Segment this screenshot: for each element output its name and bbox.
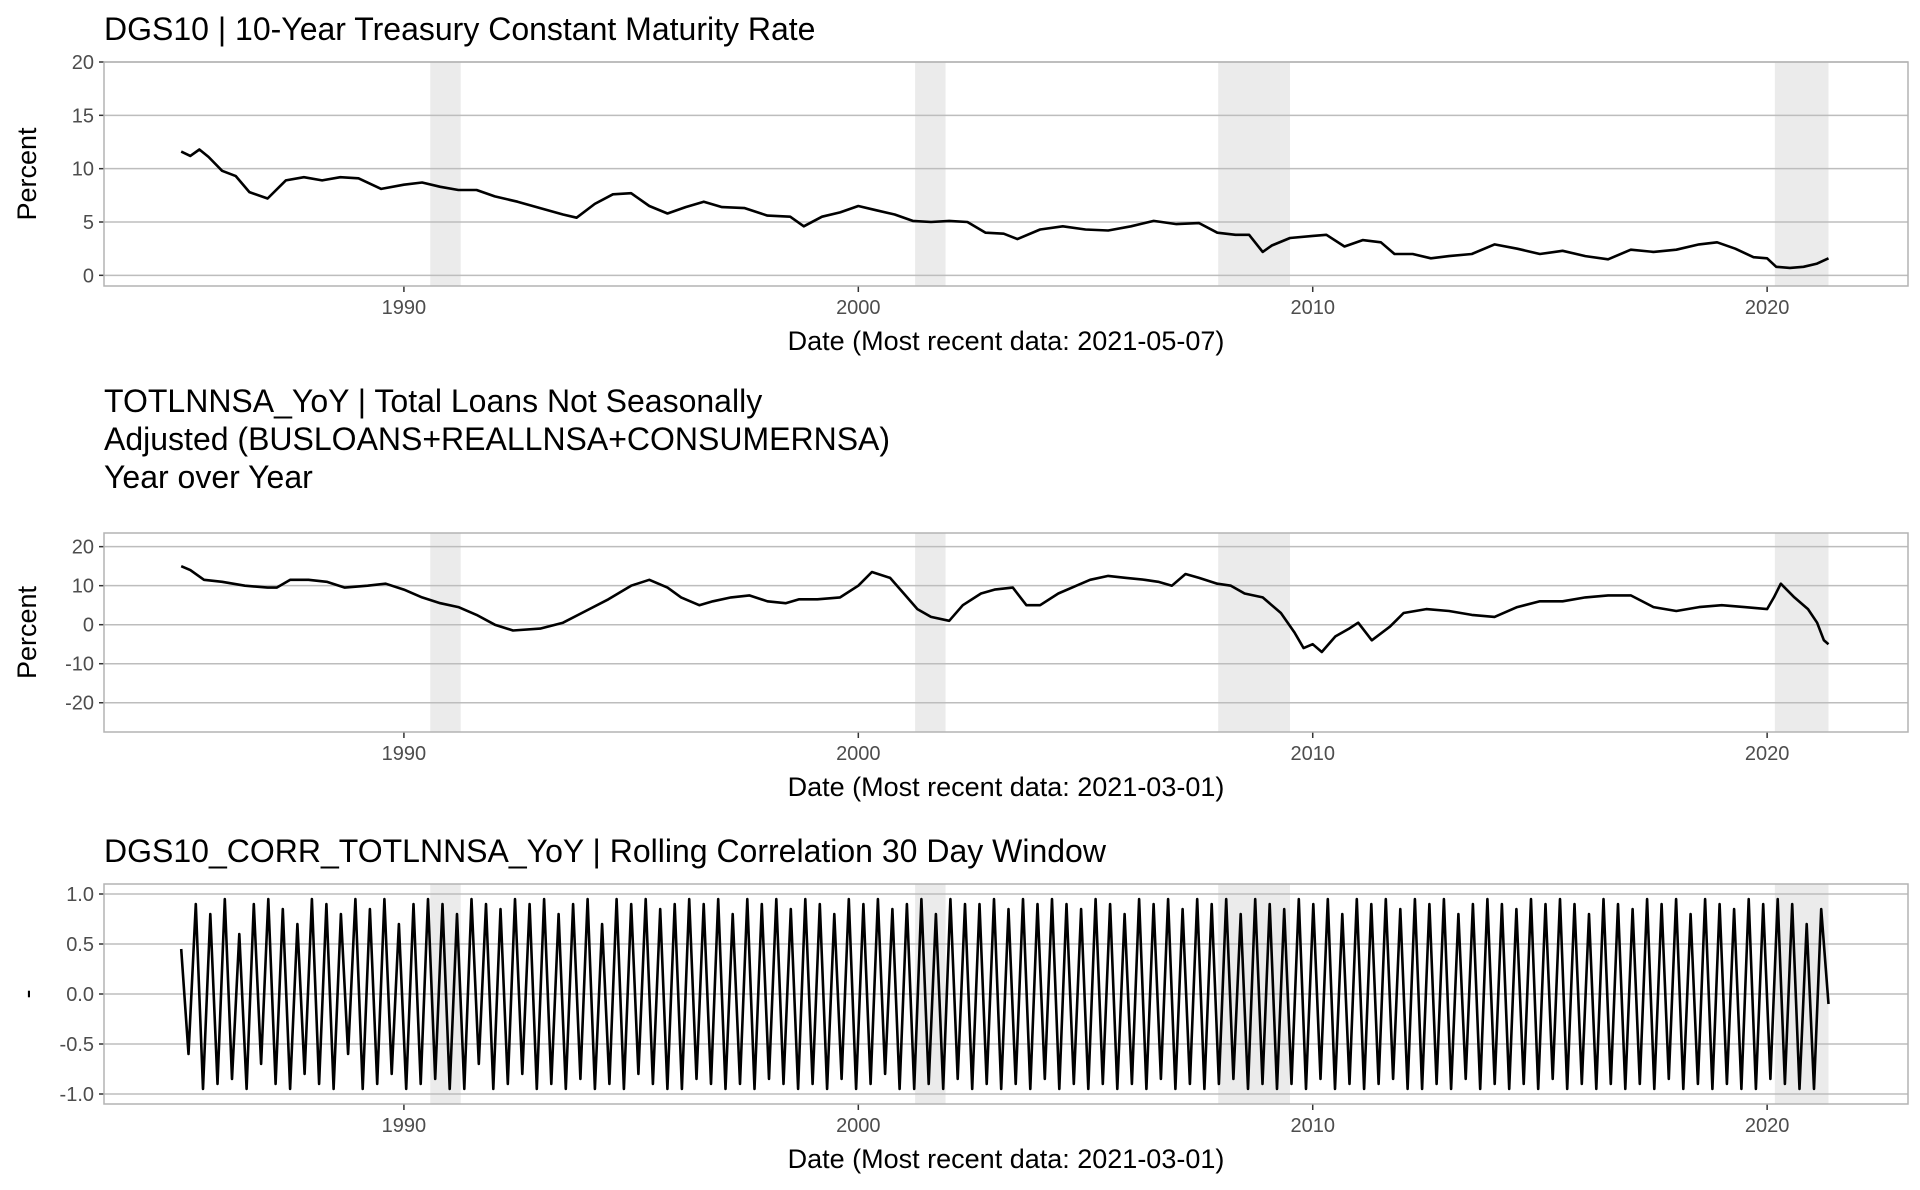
x-tick-label: 2000: [836, 297, 881, 319]
recession-shading-group: [430, 62, 1829, 286]
x-tick-label: 2000: [836, 1115, 881, 1137]
y-tick-labels-group: -1.0 -0.5 0.0 0.5 1.0: [60, 884, 104, 1106]
x-tick-labels-group: 1990 2000 2010 2020: [382, 1104, 1790, 1137]
y-tick-label: 1.0: [66, 884, 94, 906]
y-tick-label: -20: [65, 693, 94, 715]
x-tick-label: 2010: [1290, 1115, 1335, 1137]
y-tick-labels-group: 0 5 10 15 20: [72, 52, 104, 287]
panel-dgs10: DGS10 | 10-Year Treasury Constant Maturi…: [12, 11, 1909, 356]
y-tick-label: 20: [72, 52, 94, 74]
y-tick-label: 5: [83, 212, 94, 234]
y-tick-label: -1.0: [60, 1084, 94, 1106]
x-tick-label: 1990: [382, 297, 427, 319]
x-tick-labels-group: 1990 2000 2010 2020: [382, 286, 1790, 319]
x-tick-label: 1990: [382, 1115, 427, 1137]
y-tick-label: -0.5: [60, 1034, 94, 1056]
dgs10-series-line: [180, 148, 1830, 270]
y-tick-label: 0: [83, 265, 94, 287]
x-tick-label: 2010: [1290, 743, 1335, 765]
x-axis-label-dgs10: Date (Most recent data: 2021-05-07): [788, 326, 1225, 356]
recession-band: [915, 533, 946, 732]
x-tick-label: 2000: [836, 743, 881, 765]
correlation-series-line: [179, 897, 1830, 1091]
recession-band: [430, 533, 461, 732]
gridlines-group: [104, 545, 1908, 704]
x-tick-label: 2010: [1290, 297, 1335, 319]
recession-band: [1218, 533, 1291, 732]
x-tick-label: 1990: [382, 743, 427, 765]
y-axis-label-totlnnsa: Percent: [12, 585, 42, 679]
x-tick-label: 2020: [1745, 743, 1790, 765]
x-tick-label: 2020: [1745, 297, 1790, 319]
recession-band: [430, 62, 461, 286]
y-tick-label: 0.5: [66, 934, 94, 956]
panel-rolling-correlation: DGS10_CORR_TOTLNNSA_YoY | Rolling Correl…: [12, 833, 1909, 1174]
recession-shading-group: [430, 533, 1829, 732]
x-tick-labels-group: 1990 2000 2010 2020: [382, 732, 1790, 765]
y-tick-label: 10: [72, 576, 94, 598]
totlnnsa-yoy-series-line: [180, 565, 1830, 654]
gridlines-group: [104, 61, 1908, 277]
panel-frame: [103, 532, 1909, 733]
panel-title-line-3: Year over Year: [104, 459, 313, 495]
panel-title-line-1: TOTLNNSA_YoY | Total Loans Not Seasonall…: [104, 383, 762, 419]
y-tick-label: -10: [65, 654, 94, 676]
y-axis-label-correlation: -: [12, 990, 42, 999]
y-axis-label-dgs10: Percent: [12, 127, 42, 221]
x-tick-label: 2020: [1745, 1115, 1790, 1137]
y-tick-label: 0.0: [66, 984, 94, 1006]
recession-band: [915, 62, 946, 286]
recession-band: [1218, 62, 1291, 286]
y-tick-label: 10: [72, 159, 94, 181]
panel-title-line-2: Adjusted (BUSLOANS+REALLNSA+CONSUMERNSA): [104, 421, 890, 457]
panel-totlnnsa-yoy: TOTLNNSA_YoY | Total Loans Not Seasonall…: [12, 383, 1909, 802]
panel-frame: [103, 883, 1909, 1105]
y-tick-labels-group: -20 -10 0 10 20: [65, 537, 104, 715]
x-axis-label-totlnnsa: Date (Most recent data: 2021-03-01): [788, 772, 1225, 802]
recession-band: [1774, 62, 1829, 286]
panel-title-correlation: DGS10_CORR_TOTLNNSA_YoY | Rolling Correl…: [104, 833, 1107, 869]
x-axis-label-correlation: Date (Most recent data: 2021-03-01): [788, 1144, 1225, 1174]
y-tick-label: 0: [83, 615, 94, 637]
y-tick-label: 15: [72, 105, 94, 127]
panel-frame: [103, 61, 1909, 287]
y-tick-label: 20: [72, 537, 94, 559]
panel-title-dgs10: DGS10 | 10-Year Treasury Constant Maturi…: [104, 11, 815, 47]
